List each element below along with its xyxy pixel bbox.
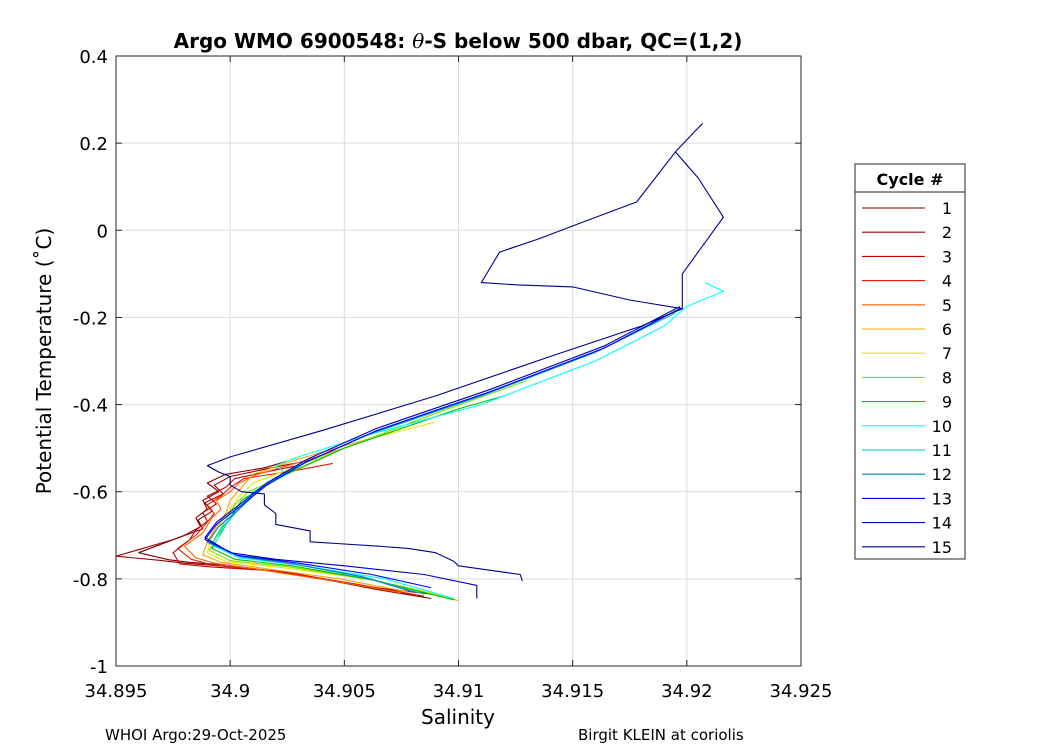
legend-label-cycle-2: 2: [942, 223, 952, 242]
legend-box: [854, 163, 966, 560]
legend-label-cycle-11: 11: [932, 441, 952, 460]
footer-right: Birgit KLEIN at coriolis: [578, 726, 744, 744]
legend-label-cycle-6: 6: [942, 320, 952, 339]
y-tick-label: 0.4: [79, 47, 108, 68]
legend-label-cycle-15: 15: [932, 538, 952, 557]
y-tick-label: -0.4: [73, 396, 108, 417]
x-axis-label: Salinity: [421, 705, 495, 729]
legend-label-cycle-8: 8: [942, 368, 952, 387]
series-line-cycle-13: [204, 308, 681, 589]
y-tick-label: -1: [90, 657, 108, 678]
legend-label-cycle-1: 1: [942, 199, 952, 218]
series-line-cycle-5: [183, 447, 402, 594]
x-axis: 34.895 34.9 34.905 34.91 34.915 34.92 34.925: [85, 56, 833, 702]
series-line-cycle-10: [213, 282, 724, 600]
y-tick-label: -0.8: [73, 570, 108, 591]
legend-label-cycle-10: 10: [932, 417, 952, 436]
legend-label-cycle-7: 7: [942, 344, 952, 363]
x-tick-label: 34.925: [770, 681, 833, 702]
y-tick-label: 0.2: [79, 134, 108, 155]
x-tick-label: 34.91: [433, 681, 485, 702]
legend-label-cycle-3: 3: [942, 247, 952, 266]
x-tick-label: 34.905: [313, 681, 376, 702]
legend-label-cycle-14: 14: [932, 514, 952, 533]
y-tick-label: 0: [97, 221, 108, 242]
legend-title: Cycle #: [877, 170, 944, 189]
series-line-cycle-14: [204, 306, 681, 599]
y-tick-label: -0.6: [73, 483, 108, 504]
legend-label-cycle-13: 13: [932, 489, 952, 508]
legend-label-cycle-9: 9: [942, 393, 952, 412]
y-axis: 0.4 0.2 0 -0.2 -0.4 -0.6 -0.8 -1: [73, 47, 801, 678]
x-tick-label: 34.895: [85, 681, 148, 702]
legend-label-cycle-12: 12: [932, 465, 952, 484]
legend-label-cycle-4: 4: [942, 272, 952, 291]
legend-label-cycle-5: 5: [942, 296, 952, 315]
y-tick-label: -0.2: [73, 308, 108, 329]
series-line-cycle-12: [206, 310, 676, 593]
series-line-cycle-15: [206, 151, 724, 582]
x-tick-label: 34.9: [210, 681, 250, 702]
x-tick-label: 34.92: [661, 681, 713, 702]
grid: [116, 56, 801, 666]
chart-title: Argo WMO 6900548: θ-S below 500 dbar, QC…: [174, 29, 743, 53]
footer-left: WHOI Argo:29-Oct-2025: [105, 726, 286, 744]
series-line-cycle-15b: [675, 123, 704, 153]
series-line-cycle-6: [202, 438, 409, 593]
series-layer: [115, 123, 724, 602]
y-axis-label: Potential Temperature (˚C): [32, 228, 56, 495]
x-tick-label: 34.915: [541, 681, 604, 702]
